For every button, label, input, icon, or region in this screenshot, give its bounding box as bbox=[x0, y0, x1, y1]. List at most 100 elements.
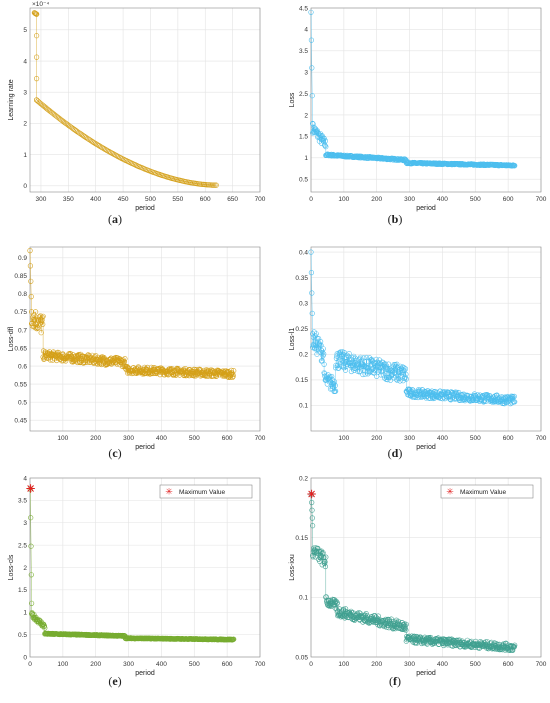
data-point bbox=[322, 563, 329, 570]
data-point bbox=[58, 117, 64, 123]
data-point bbox=[338, 349, 344, 355]
x-tick-label: 100 bbox=[338, 661, 349, 668]
data-point bbox=[136, 364, 142, 371]
y-tick-label: 4 bbox=[23, 58, 27, 65]
data-point bbox=[27, 263, 34, 269]
data-point bbox=[91, 140, 97, 146]
data-point bbox=[309, 499, 315, 506]
x-tick-label: 500 bbox=[145, 196, 156, 203]
data-point bbox=[85, 352, 91, 358]
x-tick-label: 500 bbox=[470, 196, 481, 203]
x-tick-label: 400 bbox=[156, 661, 167, 668]
x-tick-label: 300 bbox=[36, 196, 47, 203]
data-point bbox=[33, 75, 40, 82]
data-point bbox=[73, 128, 79, 134]
data-point bbox=[35, 325, 41, 331]
data-point bbox=[333, 388, 339, 394]
panel-caption: (e) bbox=[108, 674, 122, 688]
chart-panel-b: 0 100 200 300 400 500 600 700 0.5 1 1.5 2 2.5 3 3.5 4 4.… bbox=[289, 5, 547, 212]
axes-box bbox=[29, 246, 261, 432]
x-tick-label: 100 bbox=[57, 661, 68, 668]
data-point bbox=[320, 346, 326, 352]
x-axis-label: period bbox=[135, 205, 155, 212]
plot-area bbox=[311, 478, 541, 657]
data-point bbox=[74, 129, 81, 135]
y-tick-label: 1 bbox=[23, 152, 27, 159]
y-tick-label: 0.75 bbox=[14, 309, 27, 316]
data-point bbox=[310, 523, 316, 529]
data-point bbox=[309, 65, 315, 71]
x-tick-label: 400 bbox=[90, 196, 101, 203]
y-tick-label: 4.5 bbox=[299, 5, 308, 12]
x-tick-label: 350 bbox=[63, 196, 74, 203]
y-tick-label: 0.5 bbox=[18, 399, 27, 406]
data-point bbox=[310, 554, 316, 560]
data-point bbox=[82, 134, 88, 140]
x-tick-label: 450 bbox=[118, 196, 129, 203]
data-point bbox=[28, 543, 34, 549]
x-axis-label: period bbox=[135, 670, 155, 677]
data-point bbox=[41, 623, 48, 629]
data-point bbox=[356, 369, 362, 375]
data-point bbox=[509, 393, 515, 400]
data-point bbox=[91, 360, 97, 366]
legend-marker: ✳ bbox=[446, 487, 454, 497]
x-tick-label: 100 bbox=[338, 435, 349, 442]
data-point bbox=[104, 147, 110, 154]
data-point bbox=[113, 152, 119, 158]
data-point bbox=[341, 350, 347, 356]
data-point bbox=[397, 378, 403, 384]
x-tick-label: 700 bbox=[255, 661, 266, 668]
data-point bbox=[67, 350, 73, 357]
y-tick-label: 0.05 bbox=[295, 654, 308, 661]
y-tick-label: 0.25 bbox=[295, 326, 308, 333]
data-point bbox=[310, 121, 316, 127]
data-point bbox=[95, 142, 101, 148]
y-axis-label: Loss-l1 bbox=[289, 328, 296, 351]
data-point bbox=[212, 182, 218, 188]
data-point bbox=[27, 486, 33, 492]
x-tick-label: 600 bbox=[503, 435, 514, 442]
data-point bbox=[345, 354, 351, 360]
data-point bbox=[346, 351, 352, 357]
data-point bbox=[320, 350, 326, 356]
data-point bbox=[60, 118, 67, 125]
y-tick-label: 0.5 bbox=[299, 176, 308, 183]
data-point bbox=[354, 364, 360, 371]
x-tick-label: 400 bbox=[437, 435, 448, 442]
legend-label: Maximum Value bbox=[179, 489, 226, 496]
y-axis-label: Loss-cls bbox=[8, 554, 15, 580]
data-point bbox=[385, 622, 392, 628]
x-tick-label: 600 bbox=[222, 661, 233, 668]
x-tick-label: 300 bbox=[404, 435, 415, 442]
data-point bbox=[85, 136, 91, 142]
panel-caption-letter: f bbox=[393, 674, 397, 688]
data-point bbox=[28, 294, 34, 300]
y-tick-label: 0.3 bbox=[299, 301, 308, 308]
y-tick-label: 3.5 bbox=[299, 48, 308, 55]
y-tick-label: 0.7 bbox=[18, 327, 27, 334]
y-tick-label: 4 bbox=[304, 27, 308, 34]
panel-caption-letter: c bbox=[112, 446, 118, 460]
data-point bbox=[323, 375, 330, 381]
legend-box bbox=[159, 484, 253, 499]
y-tick-label: 0.4 bbox=[299, 249, 308, 256]
chart-panel-d: 100 200 300 400 500 600 700 0.1 0.15 0.2 0.25 0.3 0.… bbox=[289, 246, 547, 451]
y-tick-label: 4 bbox=[23, 475, 27, 482]
data-point bbox=[375, 369, 381, 375]
data-point bbox=[152, 370, 158, 377]
plot-area bbox=[30, 247, 260, 431]
data-point bbox=[321, 351, 327, 357]
x-tick-label: 500 bbox=[189, 661, 200, 668]
data-point bbox=[360, 371, 366, 378]
data-point bbox=[379, 369, 385, 375]
y-tick-label: 3 bbox=[23, 520, 27, 527]
data-point bbox=[395, 372, 401, 378]
data-point bbox=[28, 515, 34, 521]
data-point bbox=[512, 163, 518, 169]
data-point bbox=[385, 361, 392, 367]
max-value-marker: ✳ bbox=[26, 484, 35, 496]
data-point bbox=[39, 317, 45, 323]
data-point bbox=[99, 144, 105, 151]
